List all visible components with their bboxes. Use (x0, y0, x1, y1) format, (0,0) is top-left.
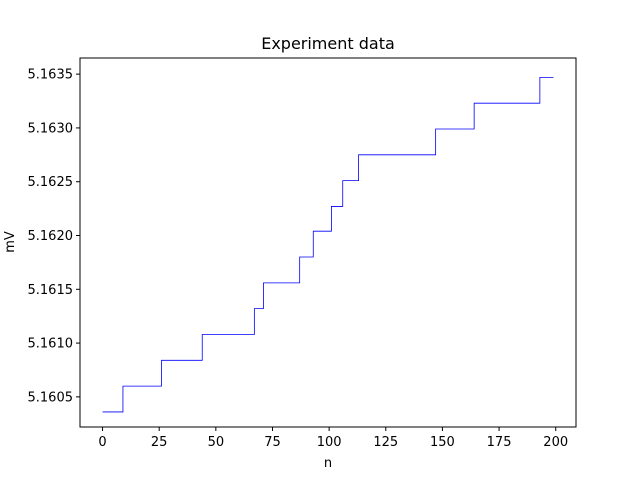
x-tick-label: 25 (151, 435, 168, 450)
y-axis-label: mV (3, 231, 18, 253)
x-tick-label: 125 (373, 435, 398, 450)
y-tick-label: 5.1615 (28, 283, 74, 298)
x-tick-label: 150 (430, 435, 455, 450)
y-tick-label: 5.1605 (28, 390, 74, 405)
plot-frame (79, 57, 577, 428)
chart-title: Experiment data (261, 34, 395, 53)
x-tick-label: 75 (264, 435, 281, 450)
series-line (102, 76, 554, 413)
y-tick-label: 5.1610 (28, 337, 74, 352)
x-tick-label: 200 (543, 435, 568, 450)
x-axis-label: n (324, 456, 332, 471)
x-tick-label: 175 (487, 435, 512, 450)
y-tick-label: 5.1630 (28, 121, 74, 136)
y-tick-label: 5.1635 (28, 68, 74, 83)
x-tick-label: 100 (317, 435, 342, 450)
x-tick-label: 50 (208, 435, 225, 450)
x-axis: 0 25 50 75 100 125 150 175 200 (98, 427, 568, 450)
y-tick-label: 5.1620 (28, 229, 74, 244)
series-layer (102, 76, 554, 413)
y-tick-label: 5.1625 (28, 175, 74, 190)
x-tick-label: 0 (98, 435, 106, 450)
y-axis: 5.1605 5.1610 5.1615 5.1620 5.1625 5.1630 5.16… (28, 68, 80, 405)
